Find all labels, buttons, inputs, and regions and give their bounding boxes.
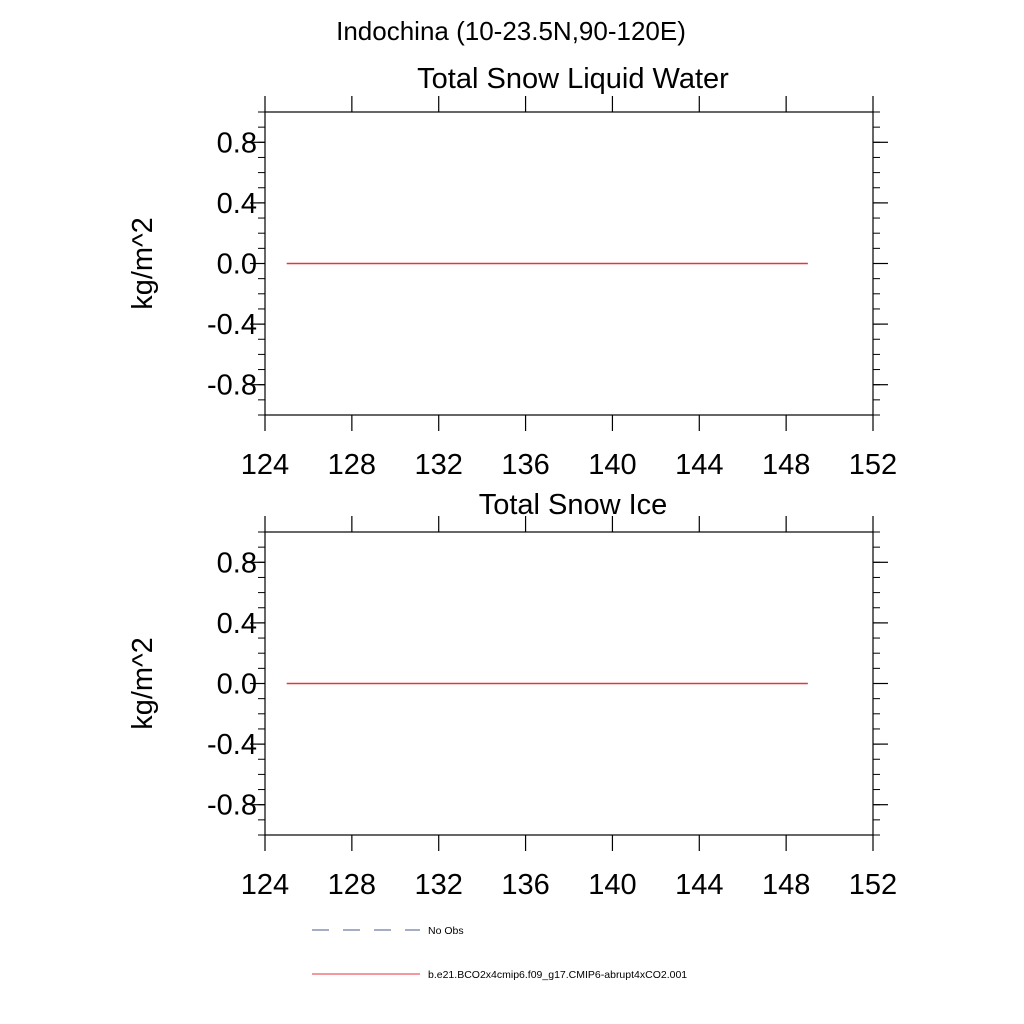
chart-2-title: Total Snow Ice: [479, 489, 668, 521]
chart-2-y-tick-label: -0.4: [207, 729, 257, 761]
chart-1-x-tick-label: 148: [762, 449, 810, 481]
figure-suptitle: Indochina (10-23.5N,90-120E): [336, 16, 686, 46]
chart-1-y-tick-label: -0.4: [207, 309, 257, 341]
chart-2-x-tick-label: 136: [501, 869, 549, 901]
chart-1-x-tick-label: 152: [849, 449, 897, 481]
chart-2-x-tick-label: 124: [241, 869, 289, 901]
chart-2-x-tick-label: 148: [762, 869, 810, 901]
chart-2-x-tick-label: 140: [588, 869, 636, 901]
legend-label-2: b.e21.BCO2x4cmip6.f09_g17.CMIP6-abrupt4x…: [428, 969, 687, 981]
chart-1-x-tick-label: 136: [501, 449, 549, 481]
chart-1-x-tick-label: 144: [675, 449, 723, 481]
chart-2-y-tick-label: 0.4: [217, 608, 257, 640]
chart-1-x-tick-label: 124: [241, 449, 289, 481]
chart-1-y-axis-label: kg/m^2: [127, 217, 159, 310]
chart-1-x-tick-label: 132: [415, 449, 463, 481]
chart-2-x-tick-label: 128: [328, 869, 376, 901]
chart-1-title: Total Snow Liquid Water: [417, 63, 729, 95]
chart-1-y-tick-label: 0.8: [217, 127, 257, 159]
chart-2-y-tick-label: -0.8: [207, 790, 257, 822]
chart-1-y-tick-label: 0.0: [217, 249, 257, 281]
chart-1-y-tick-label: 0.4: [217, 188, 257, 220]
chart-2-plot: Total Snow Ice 124 128 132 136 140 144 148 152 0.…: [127, 489, 897, 901]
chart-1-y-tick-label: -0.8: [207, 370, 257, 402]
chart-2-y-tick-label: 0.8: [217, 547, 257, 579]
chart-1-x-tick-label: 128: [328, 449, 376, 481]
chart-1-x-tick-label: 140: [588, 449, 636, 481]
chart-2-x-tick-label: 152: [849, 869, 897, 901]
chart-2-y-axis-label: kg/m^2: [127, 637, 159, 730]
legend-label-1: No Obs: [428, 925, 464, 937]
chart-1-plot: Total Snow Liquid Water 124 128 132 136 140 14…: [127, 63, 897, 481]
chart-2-x-tick-label: 132: [415, 869, 463, 901]
chart-2-y-tick-label: 0.0: [217, 669, 257, 701]
legend: No Obs b.e21.BCO2x4cmip6.f09_g17.CMIP6-ab…: [312, 925, 687, 981]
chart-2-x-tick-label: 144: [675, 869, 723, 901]
